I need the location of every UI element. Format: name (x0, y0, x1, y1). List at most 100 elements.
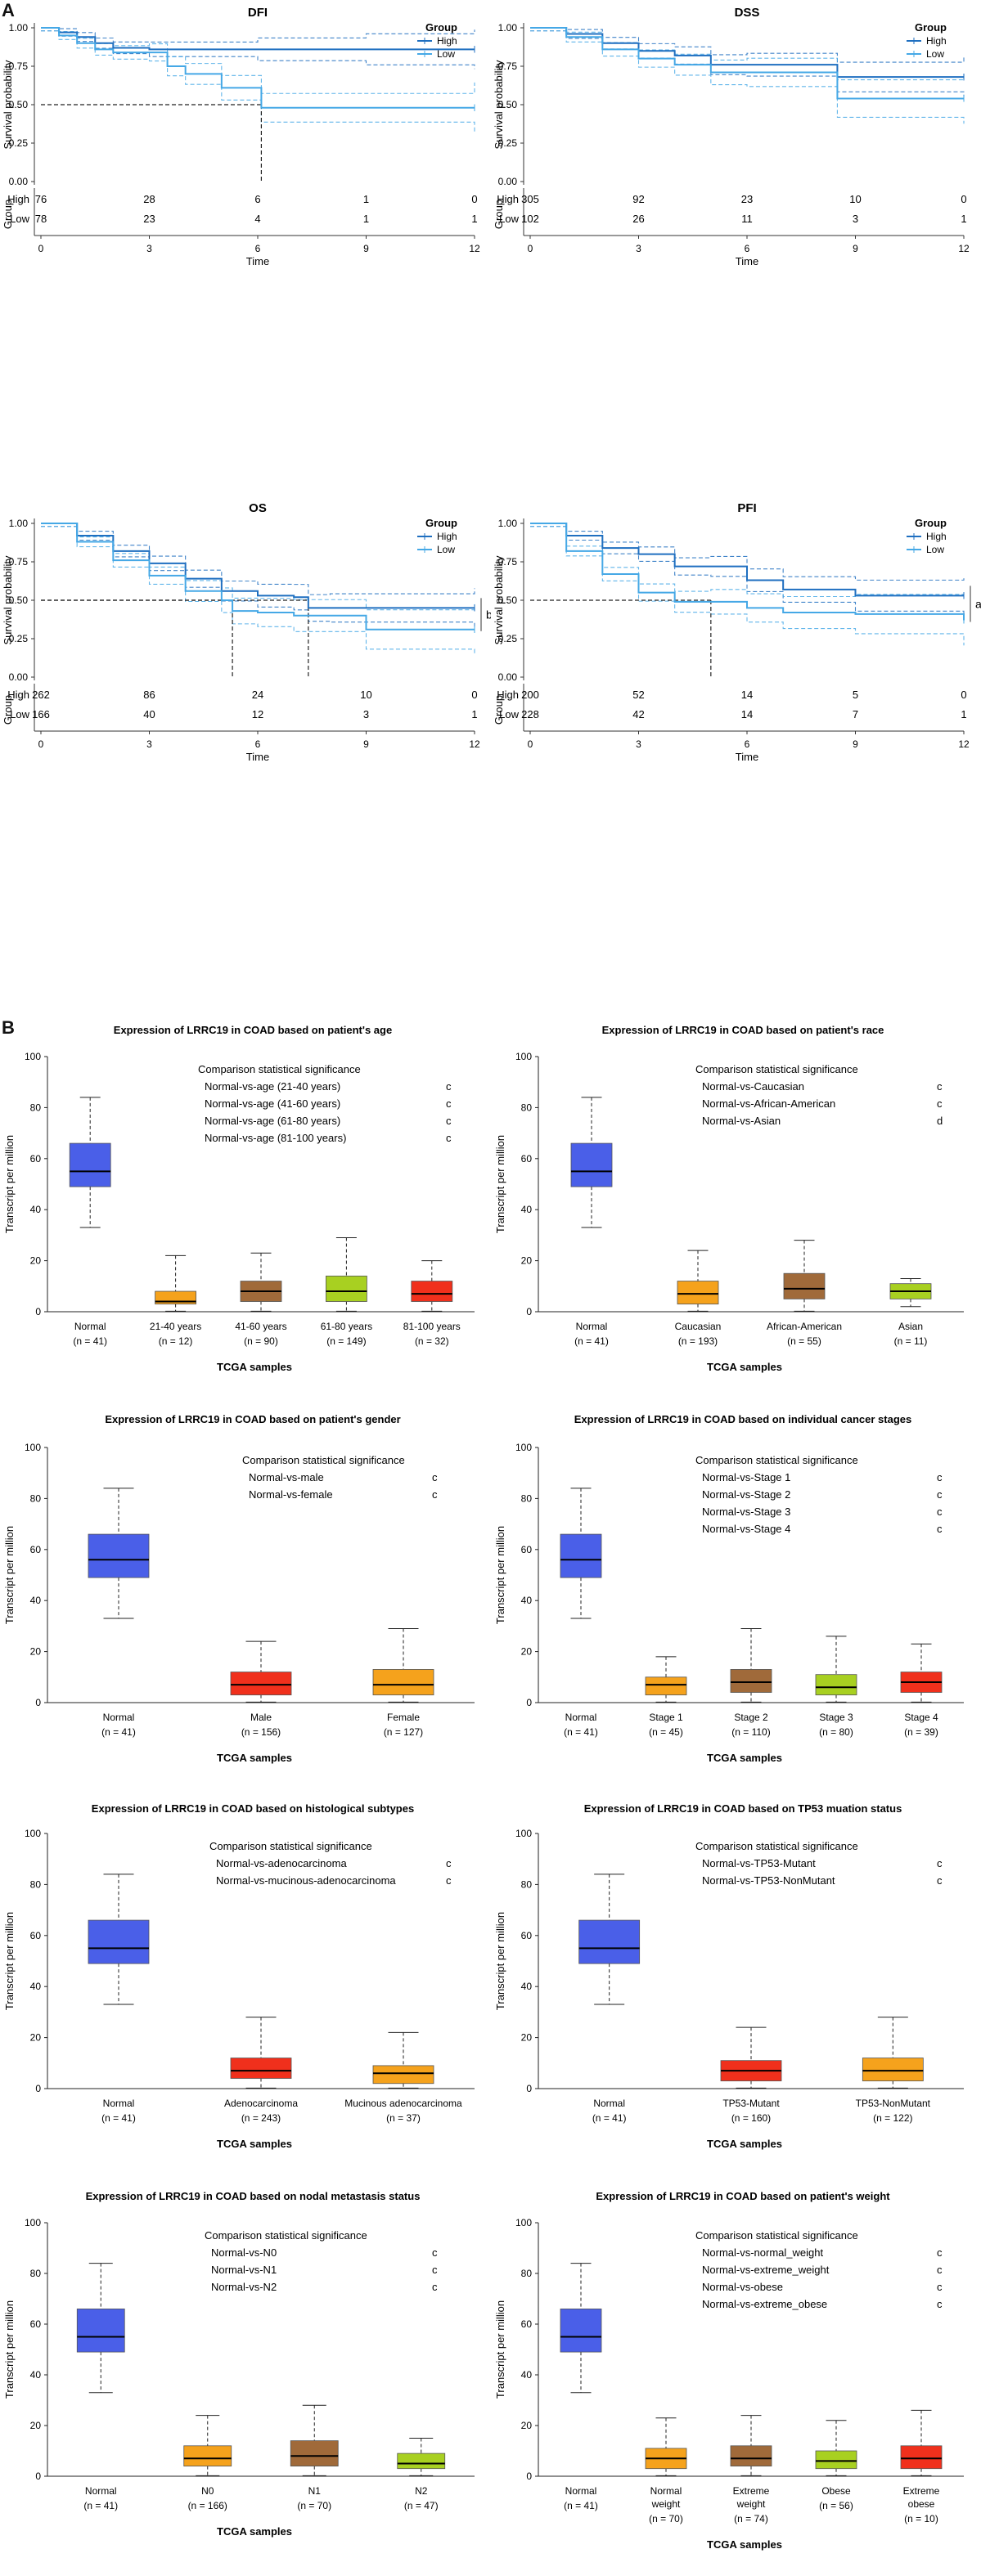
x-tick-label: 3 (636, 738, 641, 750)
box-iqr (290, 2440, 339, 2467)
y-tick-label: 0.50 (498, 99, 518, 110)
x-tick-label: 9 (853, 243, 858, 254)
chart-title: Expression of LRRC19 in COAD based on pa… (114, 1024, 392, 1036)
box-iqr (645, 1676, 687, 1696)
category-label: Mucinous adenocarcinoma (344, 2098, 462, 2109)
y-tick-label: 100 (515, 1051, 532, 1062)
km-curve-high (41, 523, 475, 609)
y-tick-label: 0 (526, 1306, 532, 1317)
legend-significance: c (937, 2298, 943, 2310)
category-label: Stage 2 (734, 1712, 768, 1723)
y-tick-label: 60 (521, 2318, 533, 2330)
km-curve-low (530, 523, 965, 621)
risk-count: 10 (360, 689, 371, 701)
x-axis-label: TCGA samples (707, 2138, 782, 2150)
chart-title: Expression of LRRC19 in COAD based on TP… (584, 1802, 902, 1815)
box-panel-weight: Expression of LRRC19 in COAD based on pa… (494, 2190, 964, 2551)
y-tick-label: 0.50 (498, 595, 518, 606)
risk-count: 0 (961, 193, 966, 205)
km-curve-low (41, 27, 475, 109)
legend-title: Comparison statistical significance (242, 1454, 405, 1466)
legend-significance: c (937, 1080, 943, 1093)
box-iqr (677, 1281, 719, 1305)
box-iqr (372, 1669, 434, 1696)
chart-title: DSS (735, 6, 760, 20)
km-curve-high (530, 523, 964, 597)
category-label: Normal (593, 2098, 625, 2109)
x-axis-label: TCGA samples (217, 2138, 292, 2150)
x-tick-label: 3 (636, 243, 641, 254)
x-tick-label: 12 (469, 243, 480, 254)
category-count: (n = 70) (297, 2500, 331, 2511)
category-count: (n = 41) (564, 2500, 598, 2511)
legend-title: Group (915, 517, 947, 529)
x-tick-label: 6 (255, 738, 261, 750)
category-count: (n = 160) (731, 2112, 771, 2124)
category-count: (n = 56) (819, 2500, 853, 2511)
category-label: weight (651, 2498, 681, 2510)
category-count: (n = 37) (386, 2112, 421, 2124)
category-count: (n = 156) (241, 1726, 281, 1738)
x-axis-label: Time (246, 751, 269, 763)
risk-table-ylabel: Group (493, 200, 505, 229)
x-axis-label: Time (736, 751, 758, 763)
category-count: (n = 41) (101, 1726, 136, 1738)
x-tick-label: 9 (363, 243, 369, 254)
category-label: Normal (565, 1712, 597, 1723)
chart-title: Expression of LRRC19 in COAD based on pa… (105, 1413, 400, 1425)
y-tick-label: 0.00 (498, 671, 518, 683)
legend-comparison: Normal-vs-N1 (211, 2264, 277, 2276)
y-tick-label: 40 (30, 1595, 42, 1606)
box-iqr (411, 1281, 453, 1302)
y-tick-label: 1.00 (498, 22, 518, 34)
y-axis-label: Transcript per million (494, 1526, 506, 1624)
legend-label-high: High (437, 531, 457, 542)
y-tick-label: 100 (25, 1051, 41, 1062)
box-iqr (570, 1142, 613, 1187)
legend-label-high: High (926, 531, 947, 542)
y-tick-label: 0 (526, 1697, 532, 1708)
category-label: Stage 4 (904, 1712, 938, 1723)
y-tick-label: 20 (30, 1255, 42, 1267)
category-label: Asian (898, 1321, 923, 1332)
risk-row-label-low: Low (10, 708, 29, 720)
box-iqr (183, 2445, 232, 2466)
risk-row-label-low: Low (499, 213, 519, 225)
box-iqr (69, 1142, 111, 1187)
risk-count: 0 (961, 689, 966, 701)
legend-comparison: Normal-vs-age (41-60 years) (205, 1097, 340, 1110)
category-count: (n = 74) (734, 2513, 768, 2524)
y-tick-label: 0.75 (9, 556, 29, 568)
km-panel-pfi: PFI 0.00 0.25 0.50 0.75 1.00 Survival probabil… (493, 501, 981, 763)
legend-comparison: Normal-vs-mucinous-adenocarcinoma (216, 1874, 396, 1887)
risk-count: 14 (741, 708, 753, 720)
category-label: Stage 3 (819, 1712, 853, 1723)
box-iqr (578, 1919, 641, 1964)
y-tick-label: 40 (521, 2369, 533, 2381)
y-tick-label: 40 (521, 1595, 533, 1606)
x-tick-label: 0 (528, 738, 533, 750)
y-tick-label: 80 (521, 2268, 533, 2279)
category-label: African-American (767, 1321, 842, 1332)
category-count: (n = 243) (241, 2112, 281, 2124)
y-tick-label: 40 (521, 1204, 533, 1215)
box-iqr (397, 2453, 446, 2470)
legend-title: Comparison statistical significance (695, 1454, 858, 1466)
risk-count: 166 (32, 708, 50, 720)
y-tick-label: 100 (515, 2217, 532, 2228)
category-label: Obese (821, 2485, 851, 2497)
risk-count: 6 (254, 193, 260, 205)
box-iqr (325, 1275, 367, 1302)
box-panel-stage: Expression of LRRC19 in COAD based on in… (494, 1413, 964, 1764)
y-tick-label: 1.00 (9, 518, 29, 529)
category-label: obese (908, 2498, 935, 2510)
y-tick-label: 0.25 (498, 633, 518, 644)
box-panel-nodal: Expression of LRRC19 in COAD based on no… (3, 2190, 475, 2538)
legend-significance: c (937, 2281, 943, 2293)
category-label: weight (736, 2498, 766, 2510)
y-tick-label: 20 (521, 1646, 533, 1658)
y-tick-label: 80 (521, 1492, 533, 1504)
y-tick-label: 60 (521, 1930, 533, 1941)
legend-comparison: Normal-vs-age (81-100 years) (205, 1132, 346, 1144)
risk-count: 52 (632, 689, 644, 701)
